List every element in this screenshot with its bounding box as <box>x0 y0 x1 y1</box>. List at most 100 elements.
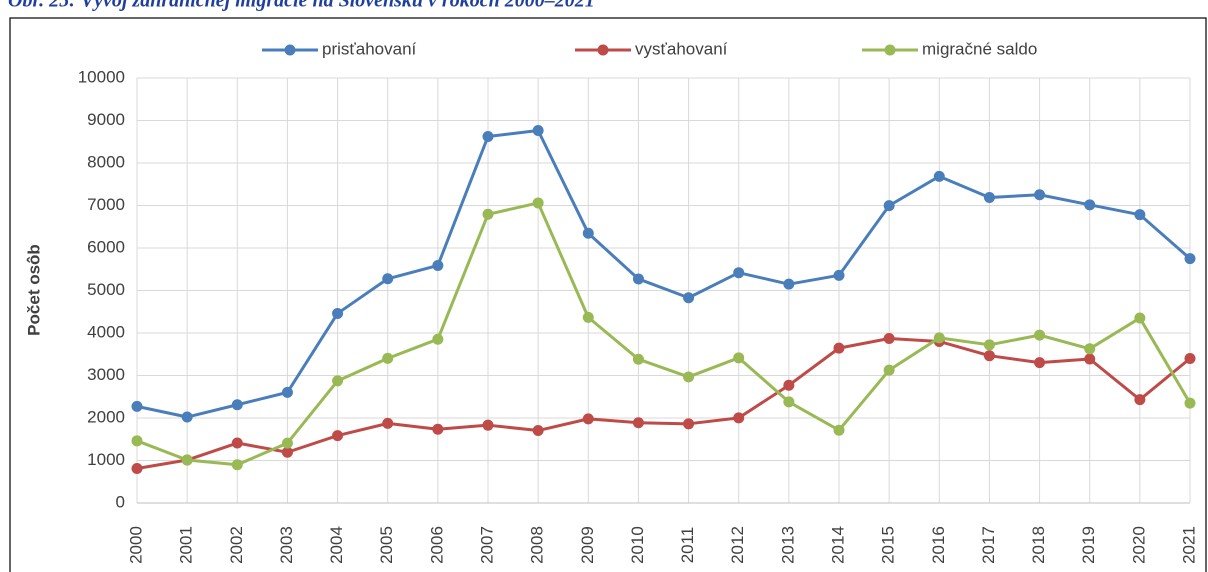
legend-marker <box>597 44 609 56</box>
x-tick-label: 2013 <box>778 526 797 564</box>
y-tick-label: 5000 <box>87 280 125 299</box>
data-point <box>231 437 243 449</box>
data-point <box>432 259 444 271</box>
legend-label: vysťahovaní <box>635 39 728 58</box>
x-tick-label: 2011 <box>678 527 697 564</box>
data-point <box>181 454 193 466</box>
data-point <box>632 417 644 429</box>
data-point <box>783 379 795 391</box>
x-tick-label: 2008 <box>528 526 547 564</box>
data-point <box>582 311 594 323</box>
data-point <box>231 399 243 411</box>
data-point <box>833 424 845 436</box>
data-point <box>833 342 845 354</box>
legend-label: migračné saldo <box>922 39 1037 58</box>
x-tick-label: 2016 <box>929 526 948 564</box>
data-point <box>1034 357 1046 369</box>
data-point <box>632 273 644 285</box>
x-tick-label: 2003 <box>277 526 296 564</box>
data-point <box>1184 353 1196 364</box>
data-point <box>683 371 695 383</box>
x-tick-label: 2021 <box>1179 526 1198 564</box>
series-line <box>136 337 1191 471</box>
x-tick-label: 2000 <box>126 526 145 564</box>
data-point <box>1134 394 1146 406</box>
data-point <box>181 411 193 423</box>
x-tick-label: 2010 <box>628 526 647 564</box>
y-tick-label: 8000 <box>87 152 125 171</box>
data-point <box>332 375 344 387</box>
data-point <box>382 273 394 285</box>
data-point <box>1184 397 1196 409</box>
data-point <box>1034 329 1046 341</box>
data-point <box>1134 312 1146 324</box>
x-tick-label: 2018 <box>1029 526 1048 564</box>
y-tick-label: 0 <box>116 492 125 511</box>
data-point <box>733 412 745 424</box>
legend-label: prisťahovaní <box>322 39 417 58</box>
data-point <box>482 419 494 431</box>
data-point <box>281 446 293 458</box>
data-point <box>231 459 243 471</box>
series-line <box>136 128 1191 419</box>
data-point <box>131 435 143 447</box>
data-point <box>332 307 344 319</box>
data-point <box>432 423 444 435</box>
data-point <box>1084 343 1096 355</box>
x-tick-label: 2020 <box>1129 526 1148 564</box>
x-tick-label: 2001 <box>177 526 196 564</box>
y-tick-label: 2000 <box>87 407 125 426</box>
x-tick-label: 2004 <box>327 526 346 564</box>
data-point <box>482 208 494 220</box>
x-tick-label: 2005 <box>377 526 396 564</box>
x-tick-label: 2006 <box>427 526 446 564</box>
data-point <box>582 227 594 239</box>
x-tick-label: 2009 <box>578 526 597 564</box>
data-point <box>131 463 143 475</box>
chart-title: Obr. 25: Vývoj zahraničnej migrácie na S… <box>8 0 595 12</box>
y-tick-label: 9000 <box>87 110 125 129</box>
data-point <box>532 197 544 209</box>
x-tick-label: 2002 <box>227 526 246 564</box>
data-point <box>783 396 795 408</box>
series-line <box>136 201 1192 467</box>
data-point <box>1034 189 1046 201</box>
data-point <box>983 350 995 362</box>
data-point <box>532 425 544 437</box>
data-point <box>833 269 845 281</box>
y-tick-label: 3000 <box>87 365 125 384</box>
y-tick-label: 1000 <box>87 450 125 469</box>
chart-frame <box>9 17 1207 572</box>
data-point <box>281 437 293 449</box>
data-point <box>382 417 394 429</box>
data-point <box>432 333 444 345</box>
x-tick-label: 2012 <box>728 526 747 564</box>
x-tick-label: 2007 <box>477 526 496 564</box>
y-axis-label: Počet osôb <box>24 244 43 336</box>
data-point <box>382 352 394 364</box>
data-point <box>933 332 945 344</box>
data-point <box>1084 353 1096 365</box>
y-tick-label: 10000 <box>78 67 125 86</box>
x-tick-label: 2017 <box>979 526 998 564</box>
data-point <box>883 200 895 212</box>
x-tick-label: 2014 <box>828 526 847 564</box>
data-point <box>683 418 695 430</box>
data-point <box>883 333 895 345</box>
data-point <box>733 267 745 279</box>
data-point <box>482 130 494 142</box>
data-point <box>1134 209 1146 221</box>
legend-marker <box>284 44 296 56</box>
data-point <box>933 170 945 182</box>
data-point <box>281 386 293 398</box>
data-point <box>332 430 344 442</box>
data-point <box>582 413 594 425</box>
data-point <box>532 124 544 136</box>
x-tick-label: 2015 <box>879 526 898 564</box>
y-tick-label: 7000 <box>87 195 125 214</box>
data-point <box>632 353 644 365</box>
data-point <box>983 192 995 204</box>
y-tick-label: 4000 <box>87 322 125 341</box>
y-tick-label: 6000 <box>87 237 125 256</box>
